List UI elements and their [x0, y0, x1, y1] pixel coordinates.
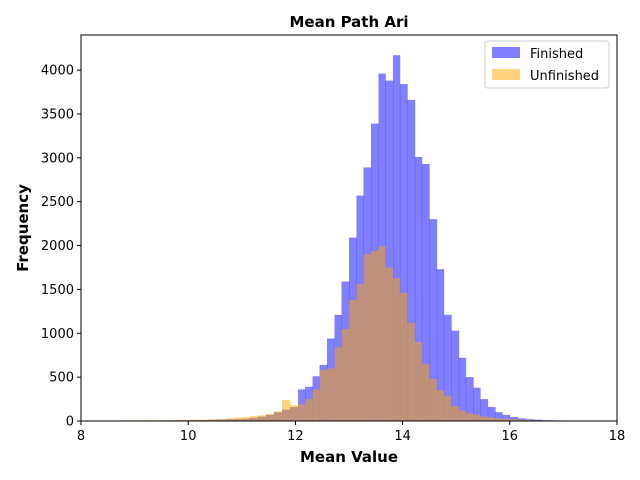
bar-finished-45 [443, 314, 452, 421]
legend: Finished Unfinished [484, 40, 610, 89]
legend-swatch-finished [492, 47, 520, 58]
bar-unfinished-22 [282, 399, 291, 421]
bar-unfinished-47 [465, 413, 474, 421]
bar-unfinished-9 [177, 419, 186, 421]
y-tick-label-4000: 4000 [41, 64, 74, 79]
y-axis-label: Frequency [14, 184, 32, 272]
bar-finished-41 [414, 156, 423, 421]
bar-unfinished-39 [407, 322, 416, 421]
y-tick-label-3500: 3500 [41, 107, 74, 122]
bar-finished-42 [421, 163, 430, 421]
bar-finished-50 [480, 399, 489, 421]
x-axis-label: Mean Value [300, 448, 398, 466]
legend-swatch-unfinished [492, 69, 520, 80]
y-tick-label-2000: 2000 [41, 239, 74, 254]
bar-unfinished-38 [399, 292, 408, 421]
bar-unfinished-31 [349, 299, 357, 421]
bar-unfinished-24 [298, 404, 306, 421]
y-tick-label-2500: 2500 [41, 195, 74, 210]
y-tick-label-0: 0 [66, 415, 74, 430]
y-tick-label-3000: 3000 [41, 151, 74, 166]
x-tick-label-8: 8 [77, 429, 85, 444]
x-tick-label-18: 18 [609, 429, 626, 444]
y-tick-label-1000: 1000 [41, 327, 74, 342]
bar-finished-47 [458, 357, 467, 421]
bar-finished-43 [429, 219, 438, 421]
series-unfinished [105, 246, 575, 421]
x-tick-label-12: 12 [287, 429, 304, 444]
legend-label-unfinished: Unfinished [530, 69, 599, 84]
bar-unfinished-5 [145, 419, 154, 421]
bar-unfinished-43 [436, 390, 445, 421]
bar-unfinished-50 [487, 417, 496, 421]
bar-unfinished-48 [473, 414, 481, 421]
bar-finished-52 [495, 412, 503, 421]
bar-finished-40 [407, 99, 416, 422]
bar-unfinished-41 [421, 363, 430, 421]
bar-unfinished-11 [193, 419, 202, 421]
bar-finished-53 [502, 414, 511, 421]
bar-unfinished-42 [429, 378, 438, 421]
bar-unfinished-19 [257, 415, 267, 421]
bar-unfinished-25 [305, 399, 313, 421]
bar-unfinished-32 [356, 284, 364, 421]
y-tick-label-1500: 1500 [41, 283, 74, 298]
plot-frame [80, 34, 618, 422]
bar-finished-46 [451, 330, 460, 421]
bar-unfinished-10 [185, 419, 194, 421]
bar-unfinished-18 [249, 416, 259, 421]
bar-unfinished-13 [209, 419, 218, 421]
bar-finished-51 [487, 406, 496, 421]
bar-unfinished-34 [370, 250, 379, 421]
bar-finished-37 [385, 80, 394, 422]
bar-unfinished-33 [363, 254, 372, 421]
bar-unfinished-23 [290, 405, 299, 421]
bar-finished-39 [399, 84, 408, 421]
bar-unfinished-14 [217, 419, 227, 421]
bar-unfinished-45 [451, 406, 460, 421]
x-tick-label-16: 16 [502, 429, 519, 444]
bar-unfinished-27 [319, 370, 328, 421]
bar-unfinished-51 [495, 418, 503, 421]
bar-unfinished-26 [312, 389, 320, 421]
bar-unfinished-28 [327, 368, 335, 421]
bar-finished-48 [465, 377, 474, 421]
x-tick-label-14: 14 [394, 429, 411, 444]
bar-unfinished-17 [241, 417, 251, 421]
x-tick-label-10: 10 [180, 429, 197, 444]
bar-unfinished-44 [443, 395, 452, 421]
bar-unfinished-16 [233, 417, 243, 421]
bar-unfinished-12 [201, 419, 210, 421]
bar-finished-49 [473, 387, 481, 421]
bar-unfinished-21 [273, 411, 283, 421]
bar-unfinished-36 [385, 267, 394, 421]
y-tick-label-500: 500 [49, 371, 74, 386]
bar-unfinished-49 [480, 416, 489, 421]
bar-finished-44 [436, 269, 445, 421]
bar-finished-54 [509, 417, 519, 421]
chart-title: Mean Path Ari [289, 13, 408, 31]
bar-unfinished-35 [378, 246, 386, 421]
bar-unfinished-37 [392, 278, 401, 421]
bar-finished-38 [392, 55, 401, 422]
bar-unfinished-40 [414, 342, 423, 421]
bar-unfinished-54 [517, 419, 527, 421]
bar-unfinished-52 [502, 418, 511, 421]
bar-unfinished-46 [458, 410, 467, 421]
bar-unfinished-15 [225, 418, 235, 421]
bar-unfinished-29 [334, 347, 342, 421]
bar-unfinished-30 [341, 328, 350, 421]
bars-layer [97, 55, 607, 422]
x-axis: 8 10 12 14 16 18 [77, 421, 625, 444]
y-axis: 0 500 1000 1500 2000 2500 3000 3500 4000 [41, 64, 81, 430]
bar-unfinished-53 [509, 419, 519, 421]
bar-unfinished-20 [265, 413, 275, 421]
legend-label-finished: Finished [530, 47, 583, 62]
